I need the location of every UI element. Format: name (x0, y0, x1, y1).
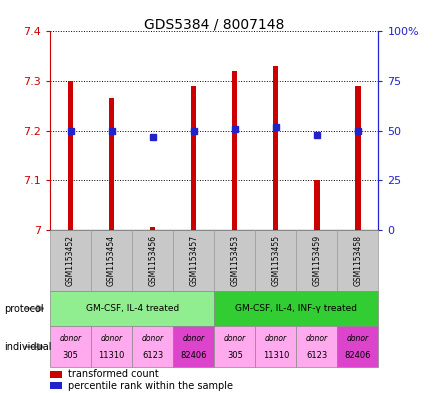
Text: GSM1153457: GSM1153457 (189, 235, 198, 286)
Text: 11310: 11310 (98, 351, 125, 360)
Bar (214, 326, 255, 367)
Bar (255, 326, 296, 367)
Bar (91, 230, 132, 291)
Text: 11310: 11310 (262, 351, 288, 360)
Text: GSM1153456: GSM1153456 (148, 235, 157, 286)
Text: GM-CSF, IL-4, INF-γ treated: GM-CSF, IL-4, INF-γ treated (235, 304, 356, 313)
Bar (214, 291, 378, 326)
Text: 6123: 6123 (306, 351, 327, 360)
Text: GSM1153459: GSM1153459 (312, 235, 321, 286)
Bar (273, 66, 278, 230)
Bar (355, 86, 360, 230)
Bar (296, 326, 337, 367)
Text: donor: donor (346, 334, 368, 343)
Text: 82406: 82406 (180, 351, 207, 360)
Bar (255, 230, 296, 291)
Text: GM-CSF, IL-4 treated: GM-CSF, IL-4 treated (85, 304, 178, 313)
Bar (91, 326, 132, 367)
Text: transformed count: transformed count (68, 369, 158, 379)
Text: GSM1153455: GSM1153455 (271, 235, 279, 286)
Text: GSM1153453: GSM1153453 (230, 235, 239, 286)
Bar (296, 230, 337, 291)
Bar (50, 230, 91, 291)
Bar (50, 371, 61, 378)
Text: percentile rank within the sample: percentile rank within the sample (68, 380, 233, 391)
Bar (214, 230, 255, 291)
Bar (232, 71, 237, 230)
Bar (337, 230, 378, 291)
Bar (313, 180, 319, 230)
Bar (68, 81, 73, 230)
Bar (150, 228, 155, 230)
Bar (173, 230, 214, 291)
Bar (50, 382, 61, 389)
Text: 82406: 82406 (344, 351, 370, 360)
Text: donor: donor (305, 334, 327, 343)
Text: donor: donor (59, 334, 82, 343)
Text: GSM1153452: GSM1153452 (66, 235, 75, 286)
Text: donor: donor (182, 334, 204, 343)
Text: donor: donor (223, 334, 245, 343)
Text: individual: individual (4, 342, 52, 352)
Text: 305: 305 (226, 351, 242, 360)
Bar (132, 326, 173, 367)
Bar (132, 230, 173, 291)
Text: protocol: protocol (4, 303, 44, 314)
Text: donor: donor (141, 334, 163, 343)
Bar (337, 326, 378, 367)
Bar (50, 326, 91, 367)
Text: GSM1153458: GSM1153458 (352, 235, 362, 286)
Text: 305: 305 (62, 351, 78, 360)
Bar (191, 86, 196, 230)
Text: donor: donor (264, 334, 286, 343)
Text: donor: donor (100, 334, 122, 343)
Text: GDS5384 / 8007148: GDS5384 / 8007148 (144, 18, 284, 32)
Bar (108, 98, 114, 230)
Text: GSM1153454: GSM1153454 (107, 235, 116, 286)
Bar (50, 291, 214, 326)
Text: 6123: 6123 (142, 351, 163, 360)
Bar (173, 326, 214, 367)
